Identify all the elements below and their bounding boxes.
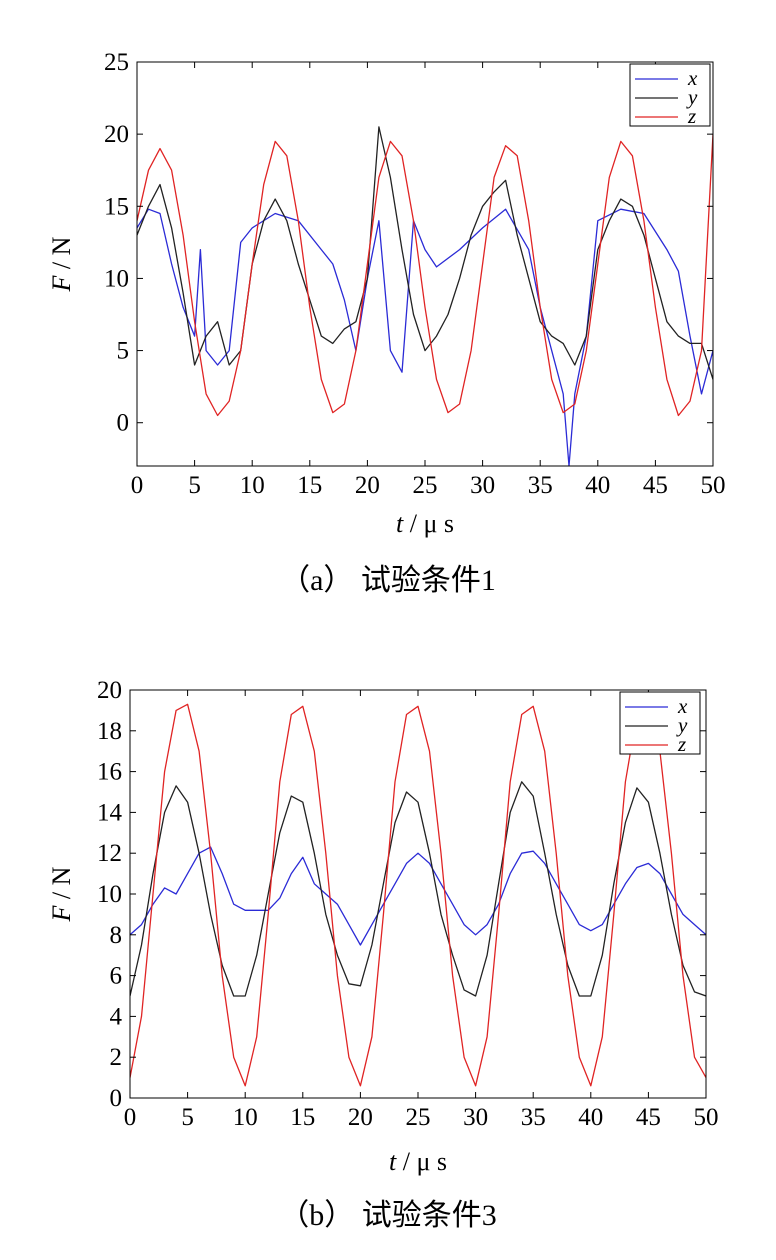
y-tick-label: 2 (110, 1044, 123, 1071)
y-tick-label: 10 (97, 881, 122, 908)
x-tick-label: 30 (463, 1104, 488, 1131)
x-axis-label: t / μ s (389, 1147, 447, 1176)
x-tick-label: 45 (643, 472, 668, 499)
y-tick-label: 4 (110, 1003, 123, 1030)
chart-b: 0 5 10 15 20 25 30 35 40 45 50 0 2 4 6 8 10 12 14 16 18 20 t /… (47, 677, 719, 1232)
legend-label-x: x (677, 694, 688, 718)
y-tick-label: 6 (110, 963, 123, 990)
y-tick-label: 12 (97, 840, 122, 867)
y-tick-label: 5 (117, 338, 130, 365)
x-tick-label: 0 (124, 1104, 137, 1131)
x-tick-label: 5 (181, 1104, 194, 1131)
x-tick-label: 50 (701, 472, 726, 499)
chart-caption: （a） 试验条件1 (280, 564, 496, 597)
y-tick-label: 0 (110, 1085, 123, 1112)
chart-caption: （b） 试验条件3 (279, 1199, 497, 1232)
y-tick-label: 0 (117, 410, 130, 437)
y-tick-label: 18 (97, 718, 122, 745)
x-tick-label: 40 (585, 472, 610, 499)
series-line-z (130, 703, 706, 1087)
x-tick-label: 5 (188, 472, 201, 499)
x-tick-label: 10 (233, 1104, 258, 1131)
y-axis-label: F / N (47, 236, 76, 292)
x-tick-label: 10 (240, 472, 265, 499)
x-tick-label: 35 (528, 472, 553, 499)
x-tick-label: 20 (355, 472, 380, 499)
x-tick-label: 40 (578, 1104, 603, 1131)
legend-label-z: z (677, 732, 686, 756)
x-tick-label: 50 (694, 1104, 719, 1131)
y-tick-label: 15 (104, 193, 129, 220)
legend-label-z: z (687, 104, 696, 128)
y-tick-label: 16 (97, 759, 122, 786)
series-line-y (130, 781, 706, 997)
series-line-x (137, 208, 713, 466)
y-tick-label: 25 (104, 49, 129, 76)
series-line-y (137, 126, 713, 380)
x-tick-label: 35 (521, 1104, 546, 1131)
legend-box (619, 691, 701, 755)
y-tick-label: 8 (110, 922, 123, 949)
y-tick-label: 20 (104, 121, 129, 148)
x-axis-label: t / μ s (396, 509, 454, 538)
legend-box (629, 63, 711, 127)
x-tick-label: 0 (131, 472, 144, 499)
legend-label-y: y (686, 85, 698, 109)
chart-a: 0 5 10 15 20 25 30 35 40 45 50 0 5 10 15 20 25 t / μ s F /… (47, 49, 726, 597)
y-tick-label: 10 (104, 265, 129, 292)
legend: xyz (629, 63, 711, 128)
series-line-z (137, 134, 713, 417)
x-tick-label: 25 (413, 472, 438, 499)
x-tick-label: 20 (348, 1104, 373, 1131)
x-tick-label: 15 (290, 1104, 315, 1131)
series-line-x (130, 846, 706, 946)
x-tick-label: 45 (636, 1104, 661, 1131)
y-tick-label: 20 (97, 677, 122, 704)
x-tick-label: 15 (297, 472, 322, 499)
legend-label-y: y (676, 713, 688, 737)
x-tick-label: 30 (470, 472, 495, 499)
legend-label-x: x (687, 66, 698, 90)
y-axis-label: F / N (47, 866, 76, 922)
legend: xyz (619, 691, 701, 756)
plot-frame (136, 61, 714, 467)
y-tick-label: 14 (97, 799, 123, 826)
x-tick-label: 25 (406, 1104, 431, 1131)
